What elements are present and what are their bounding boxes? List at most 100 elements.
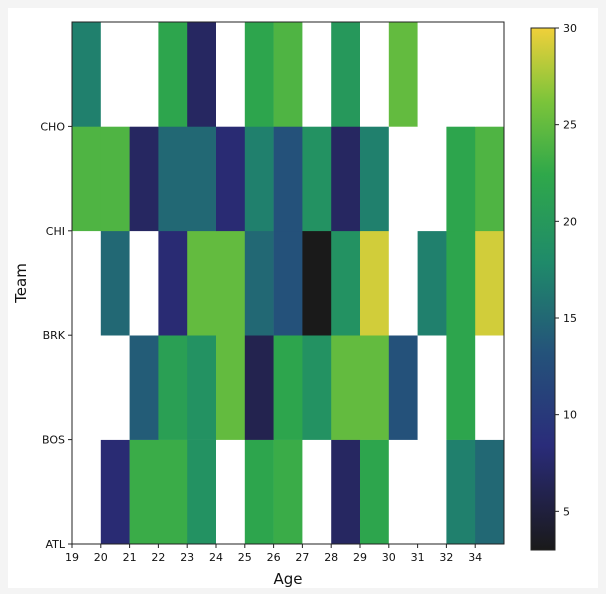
heatmap-cell-atl-27 [302,439,332,545]
x-tick-label: 24 [209,551,223,564]
heatmap-cell-cho-30 [388,22,418,127]
heatmap-cell-bos-30 [388,335,418,440]
heatmap-cell-atl-30 [388,439,418,545]
heatmap-cell-brk-30 [388,230,418,336]
heatmap-cell-chi-26 [273,126,303,232]
x-tick-label: 21 [123,551,137,564]
heatmap-cell-bos-23 [187,335,217,440]
x-tick-label: 28 [324,551,338,564]
heatmap-cell-bos-21 [129,335,159,440]
y-tick-label: BOS [42,434,65,447]
heatmap-cell-cho-29 [360,22,390,127]
heatmap-cell-brk-29 [360,230,390,336]
y-tick-label: CHI [46,225,65,238]
x-tick-label: 22 [151,551,165,564]
heatmap-cell-bos-22 [158,335,188,440]
heatmap-cell-atl-20 [100,439,130,545]
heatmap-cell-atl-25 [244,439,274,545]
heatmap-cell-cho-23 [187,22,217,127]
heatmap-cell-atl-29 [360,439,390,545]
heatmap-cell-bos-31 [417,335,447,440]
colorbar-tick-label: 30 [563,22,577,35]
heatmap-cell-cho-20 [100,22,130,127]
heatmap-cell-bos-24 [216,335,246,440]
heatmap-cell-brk-28 [331,230,361,336]
heatmap-cell-chi-21 [129,126,159,232]
heatmap-cell-cho-24 [216,22,246,127]
x-tick-label: 26 [267,551,281,564]
heatmap-cell-brk-34 [475,230,505,336]
heatmap-cell-atl-32 [446,439,476,545]
x-tick-label: 27 [295,551,309,564]
y-axis-title: Team [12,263,30,304]
y-tick-label: CHO [40,120,65,133]
heatmap-cell-cho-21 [129,22,159,127]
heatmap-cell-atl-21 [129,439,159,545]
heatmap-cell-brk-24 [216,230,246,336]
heatmap-cell-cho-31 [417,22,447,127]
x-tick-label: 30 [382,551,396,564]
heatmap-cell-cho-28 [331,22,361,127]
heatmap-cell-chi-29 [360,126,390,232]
heatmap-cell-bos-20 [100,335,130,440]
y-tick-label: ATL [45,538,65,551]
y-tick-label: BRK [43,329,66,342]
y-axis-ticks: ATL BOS BRK CHI CHO [40,120,72,551]
heatmap-cell-atl-26 [273,439,303,545]
heatmap-cell-chi-19 [72,126,102,232]
x-tick-label: 25 [238,551,252,564]
heatmap-cell-bos-25 [244,335,274,440]
heatmap-cell-atl-28 [331,439,361,545]
heatmap-cell-cho-25 [244,22,274,127]
heatmap-cell-bos-26 [273,335,303,440]
x-tick-label: 19 [65,551,79,564]
heatmap-cell-bos-29 [360,335,390,440]
heatmap-cell-chi-22 [158,126,188,232]
heatmap-cell-chi-34 [475,126,505,232]
heatmap-cell-chi-28 [331,126,361,232]
x-tick-label: 32 [439,551,453,564]
heatmap-cell-cho-19 [72,22,102,127]
heatmap-cell-brk-31 [417,230,447,336]
heatmap-cell-bos-19 [72,335,102,440]
heatmap-cells [72,22,505,545]
x-axis-title: Age [273,570,302,588]
heatmap-cell-brk-32 [446,230,476,336]
colorbar-ticks: 5 10 15 20 25 30 [555,22,577,518]
heatmap-cell-bos-34 [475,335,505,440]
colorbar-tick-label: 10 [563,409,577,422]
heatmap-cell-chi-31 [417,126,447,232]
heatmap-cell-brk-26 [273,230,303,336]
heatmap-cell-cho-26 [273,22,303,127]
heatmap-cell-chi-27 [302,126,332,232]
heatmap-cell-bos-28 [331,335,361,440]
heatmap-cell-atl-23 [187,439,217,545]
heatmap-cell-chi-30 [388,126,418,232]
heatmap-cell-brk-25 [244,230,274,336]
heatmap-cell-brk-22 [158,230,188,336]
heatmap-cell-atl-22 [158,439,188,545]
heatmap-cell-chi-24 [216,126,246,232]
heatmap-cell-brk-21 [129,230,159,336]
x-tick-label: 29 [353,551,367,564]
heatmap-cell-brk-20 [100,230,130,336]
heatmap-cell-atl-31 [417,439,447,545]
heatmap-cell-bos-27 [302,335,332,440]
colorbar-tick-label: 15 [563,312,577,325]
heatmap-cell-bos-32 [446,335,476,440]
heatmap-cell-brk-23 [187,230,217,336]
heatmap-cell-brk-19 [72,230,102,336]
heatmap-cell-cho-22 [158,22,188,127]
plot-frame [71,21,505,545]
x-axis-ticks: 19 20 21 22 23 24 25 26 27 28 29 30 31 32 34 [65,544,482,564]
heatmap-cell-chi-25 [244,126,274,232]
colorbar-tick-label: 20 [563,215,577,228]
colorbar [530,27,556,551]
x-tick-label: 23 [180,551,194,564]
heatmap-cell-cho-32 [446,22,476,127]
heatmap-cell-cho-34 [475,22,505,127]
x-tick-label: 31 [411,551,425,564]
heatmap-cell-chi-20 [100,126,130,232]
colorbar-tick-label: 5 [563,505,570,518]
